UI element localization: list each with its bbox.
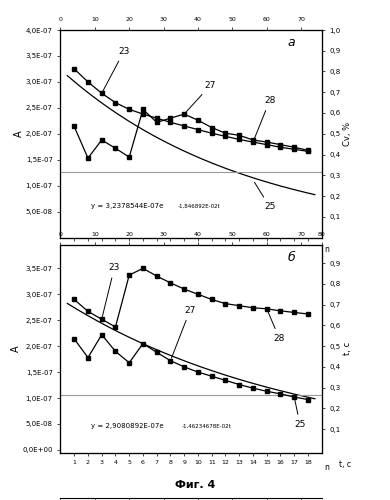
- Text: б: б: [287, 250, 295, 264]
- Text: Фиг. 4: Фиг. 4: [175, 480, 215, 490]
- Text: 28: 28: [268, 312, 285, 343]
- Text: 23: 23: [102, 264, 120, 316]
- Text: 25: 25: [254, 182, 275, 211]
- Y-axis label: Cv, %: Cv, %: [344, 122, 353, 146]
- Text: 27: 27: [186, 80, 216, 112]
- Text: y = 2,9080892E-07e: y = 2,9080892E-07e: [91, 423, 163, 429]
- Text: 23: 23: [103, 47, 129, 91]
- Text: a: a: [287, 36, 295, 49]
- Text: 27: 27: [172, 306, 196, 358]
- Text: 25: 25: [294, 400, 306, 429]
- Y-axis label: A: A: [11, 346, 21, 352]
- Text: -1,46234678E-02t: -1,46234678E-02t: [181, 424, 231, 428]
- Y-axis label: A: A: [14, 130, 24, 137]
- Text: t, c: t, c: [339, 460, 351, 469]
- Text: -1,846892E-02t: -1,846892E-02t: [177, 204, 220, 209]
- Text: n: n: [324, 462, 330, 471]
- Text: y = 3,2378544E-07e: y = 3,2378544E-07e: [91, 204, 163, 210]
- Text: n: n: [324, 245, 330, 254]
- Text: 28: 28: [254, 96, 275, 140]
- Y-axis label: t, c: t, c: [344, 342, 353, 355]
